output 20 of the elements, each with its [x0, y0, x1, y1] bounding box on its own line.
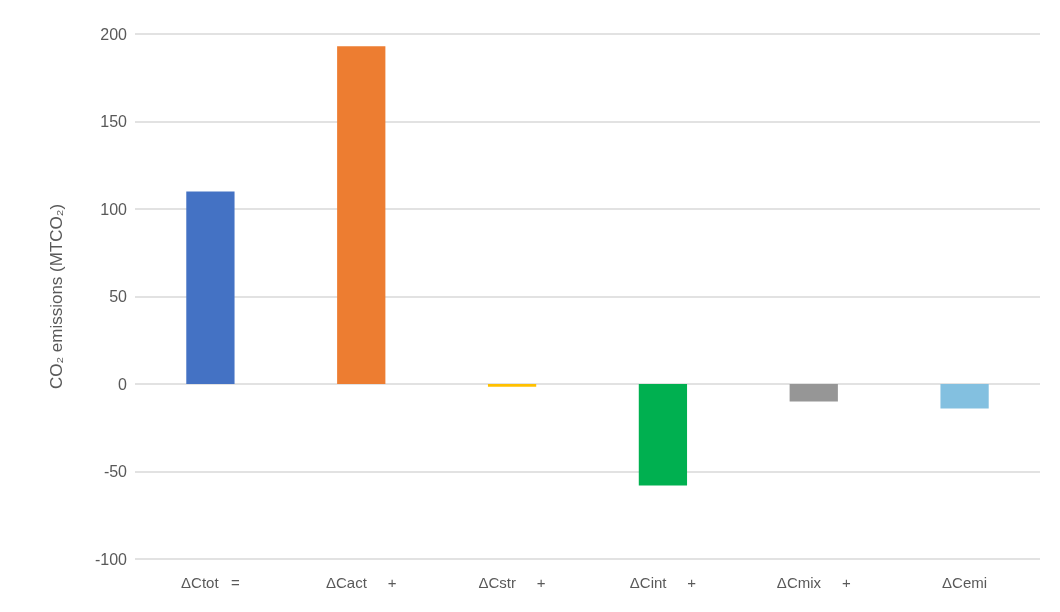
y-axis-title: CO₂ emissions (MTCO₂)	[47, 203, 66, 390]
y-tick-label: 200	[100, 25, 128, 43]
y-tick-label: 50	[109, 288, 128, 305]
x-tick-label: ΔCstr +	[478, 574, 546, 591]
x-tick-label: ΔCtot =	[181, 574, 241, 591]
x-tick-label: ΔCint +	[629, 574, 697, 591]
bar	[789, 384, 838, 402]
bar	[487, 384, 537, 387]
y-tick-label: 100	[100, 200, 128, 218]
y-tick-label: -50	[103, 463, 128, 480]
y-tick-label: -100	[94, 550, 128, 568]
y-tick-label: 150	[100, 113, 128, 130]
bar	[186, 191, 235, 384]
y-tick-label: 0	[118, 375, 128, 393]
bar	[940, 384, 989, 409]
x-tick-label: ΔCact +	[326, 574, 397, 591]
x-tick-label: ΔCmix +	[776, 574, 851, 591]
bar	[337, 46, 386, 384]
x-tick-label: ΔCemi	[942, 574, 988, 591]
bar	[638, 384, 688, 486]
